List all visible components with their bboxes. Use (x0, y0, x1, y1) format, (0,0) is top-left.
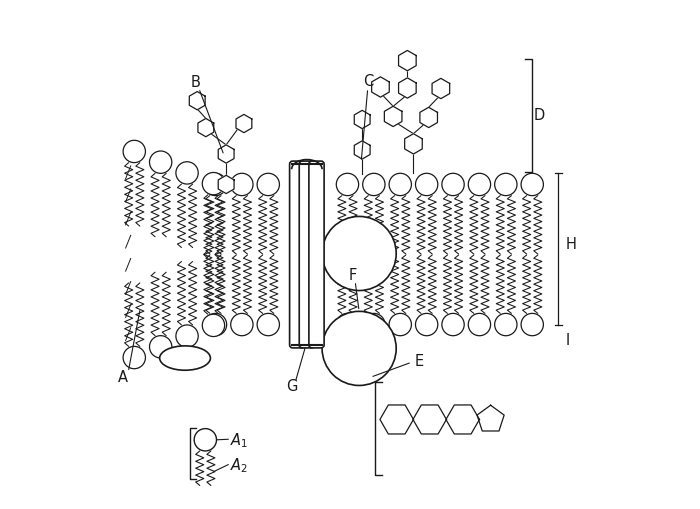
Polygon shape (372, 77, 389, 97)
Circle shape (442, 314, 464, 336)
Polygon shape (380, 405, 414, 434)
Circle shape (322, 312, 396, 385)
Circle shape (123, 140, 146, 162)
Polygon shape (354, 141, 370, 159)
Circle shape (231, 314, 253, 336)
Circle shape (123, 347, 146, 369)
FancyBboxPatch shape (299, 161, 314, 348)
Polygon shape (354, 110, 370, 129)
Polygon shape (384, 106, 402, 127)
Text: $A_1$: $A_1$ (230, 431, 248, 449)
Circle shape (231, 173, 253, 195)
Circle shape (495, 173, 517, 195)
Text: G: G (286, 379, 298, 394)
Polygon shape (446, 405, 480, 434)
Text: C: C (363, 74, 373, 90)
Text: F: F (349, 268, 357, 284)
Circle shape (204, 173, 227, 195)
Circle shape (336, 173, 358, 195)
FancyBboxPatch shape (309, 161, 324, 348)
Text: H: H (565, 237, 576, 252)
Polygon shape (218, 175, 234, 193)
Circle shape (468, 173, 491, 195)
Ellipse shape (160, 346, 211, 370)
Circle shape (322, 216, 396, 291)
Text: E: E (415, 354, 424, 369)
Text: B: B (190, 75, 200, 91)
Polygon shape (398, 78, 416, 98)
Polygon shape (420, 107, 438, 128)
Polygon shape (189, 92, 205, 110)
Polygon shape (398, 50, 416, 71)
Circle shape (176, 325, 198, 347)
Circle shape (150, 335, 171, 358)
Polygon shape (432, 78, 449, 99)
Circle shape (389, 173, 412, 195)
Polygon shape (198, 119, 214, 137)
Polygon shape (413, 405, 447, 434)
Circle shape (495, 314, 517, 336)
Circle shape (389, 314, 412, 336)
Circle shape (521, 314, 543, 336)
Circle shape (204, 314, 227, 336)
Circle shape (202, 314, 225, 336)
Circle shape (416, 173, 438, 195)
Circle shape (194, 429, 216, 451)
Text: D: D (534, 108, 545, 123)
Circle shape (257, 173, 279, 195)
Polygon shape (236, 115, 252, 133)
Circle shape (150, 151, 171, 174)
Text: A: A (118, 370, 127, 385)
Circle shape (336, 314, 358, 336)
Circle shape (521, 173, 543, 195)
Circle shape (442, 173, 464, 195)
Polygon shape (477, 405, 504, 431)
Circle shape (257, 314, 279, 336)
Circle shape (202, 173, 225, 195)
Polygon shape (218, 145, 234, 163)
Circle shape (363, 173, 385, 195)
Circle shape (363, 314, 385, 336)
Circle shape (468, 314, 491, 336)
Polygon shape (405, 134, 422, 154)
Text: $A_2$: $A_2$ (230, 456, 248, 475)
Circle shape (176, 162, 198, 184)
Text: I: I (565, 333, 570, 348)
FancyBboxPatch shape (290, 161, 304, 348)
Circle shape (416, 314, 438, 336)
